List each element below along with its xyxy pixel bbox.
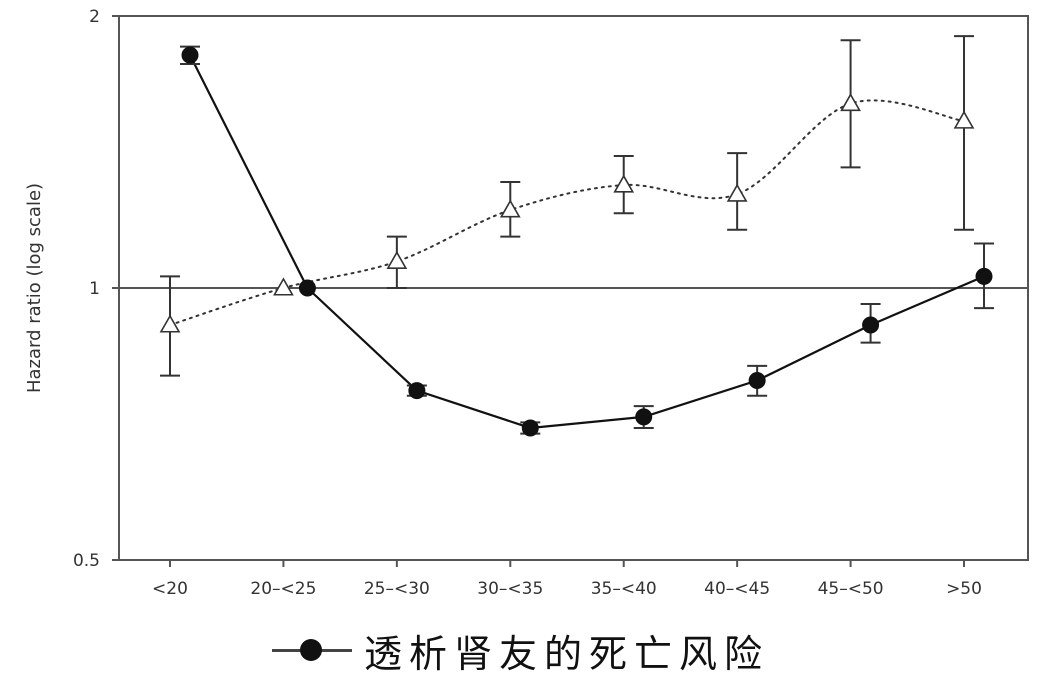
data-point-circle (181, 46, 199, 64)
x-tick-label: 30–<35 (477, 579, 543, 599)
series-triangle (159, 35, 975, 377)
x-tick-label: 25–<30 (364, 579, 430, 599)
data-point-triangle (386, 250, 408, 269)
x-tick-label: >50 (946, 579, 982, 599)
legend-label: 透析肾友的死亡风险 (364, 631, 770, 676)
y-tick-label: 0.5 (73, 551, 100, 571)
data-point-triangle (840, 92, 861, 112)
data-point-triangle (613, 174, 635, 193)
legend: 透析肾友的死亡风险 (272, 628, 769, 676)
x-tick-label: 35–<40 (591, 579, 657, 599)
axis-ticks: 0.5 1 2 <20 20–<25 25–<30 30–<35 35–<40 40–<45 45… (73, 7, 982, 599)
legend-circle-marker (300, 639, 322, 661)
data-point-circle (298, 279, 316, 297)
data-point-circle (521, 419, 539, 437)
x-tick-label: 40–<45 (704, 579, 770, 599)
data-point-triangle (953, 110, 975, 129)
y-axis-label: Hazard ratio (log scale) (24, 183, 45, 393)
x-tick-label: 20–<25 (250, 579, 316, 599)
series-layer (159, 35, 995, 437)
x-tick-label: <20 (152, 579, 188, 599)
data-point-triangle (726, 183, 748, 202)
data-point-circle (408, 382, 426, 400)
series-line-solid (189, 54, 985, 430)
series-circle (180, 45, 995, 437)
data-point-triangle (273, 277, 294, 296)
y-tick-label: 1 (89, 279, 100, 299)
data-point-circle (862, 316, 880, 334)
legend-line-marker (272, 635, 352, 665)
data-point-circle (975, 267, 993, 285)
x-tick-label: 45–<50 (818, 579, 884, 599)
y-tick-label: 2 (89, 7, 100, 27)
data-point-triangle (159, 314, 181, 333)
data-point-circle (748, 372, 766, 390)
data-point-triangle (499, 199, 521, 218)
data-point-circle (635, 408, 653, 426)
